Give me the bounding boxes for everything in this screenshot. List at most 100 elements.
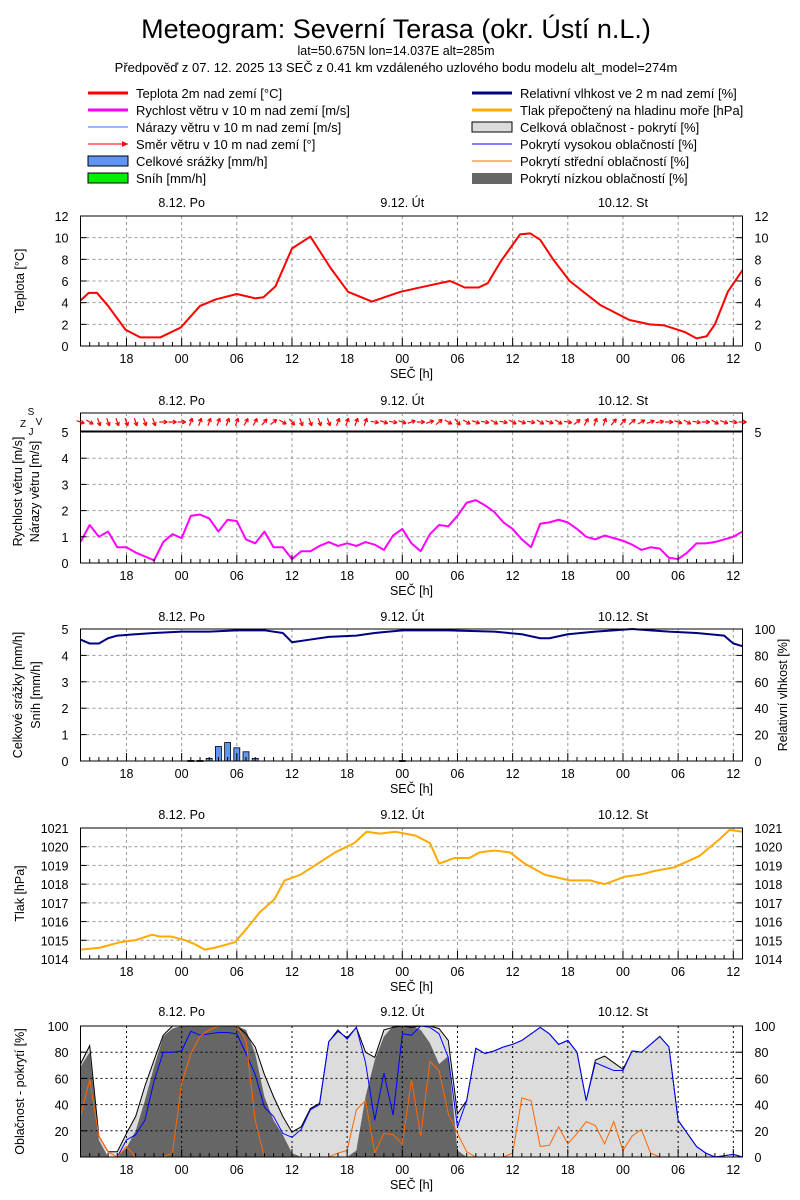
x-tick-label: 12 <box>285 352 299 366</box>
wind-direction-arrow-icon <box>225 418 230 426</box>
wind-direction-arrow-icon <box>363 418 368 426</box>
x-tick-label: 06 <box>230 965 244 979</box>
grid <box>80 1026 743 1157</box>
arrow-head-icon <box>244 418 249 423</box>
wind-direction-arrow-icon <box>610 418 617 426</box>
arrow-head-icon <box>207 417 212 423</box>
y-tick-label: 3 <box>62 676 69 690</box>
wind-direction-arrow-icon <box>288 418 296 426</box>
arrow-head-icon <box>172 419 177 425</box>
x-tick-label: 00 <box>395 352 409 366</box>
day-label: 9.12. Út <box>380 807 424 822</box>
x-tick-label: 12 <box>726 352 740 366</box>
time-ticks: 18 00 06 12 18 00 06 12 18 00 06 12 <box>80 555 743 583</box>
wind-direction-arrow-icon <box>573 418 581 426</box>
x-tick-label: 18 <box>340 352 354 366</box>
legend-item-pokryti-vysokou-oblacnosti: Pokrytí vysokou oblačností [%] <box>472 137 697 152</box>
arrow-head-icon <box>567 419 573 425</box>
x-tick-label: 18 <box>120 965 134 979</box>
grid <box>80 216 743 346</box>
y-tick-label: 1016 <box>41 916 69 930</box>
x-tick-label: 12 <box>506 569 520 583</box>
arrow-head-icon <box>326 421 332 427</box>
wind-direction-arrow-icon <box>336 418 340 426</box>
arrow-head-icon <box>263 418 268 423</box>
y-ticks: 0 1 2 3 4 5 0 20 40 60 80 100 <box>62 623 776 769</box>
y-axis-label: Rychlost větru [m/s] <box>11 437 25 547</box>
arrow-head-icon <box>308 421 313 427</box>
legend-label: Směr větru v 10 m nad zemí [°] <box>136 137 315 152</box>
y-tick-label: 12 <box>55 210 69 224</box>
x-tick-label: 06 <box>451 767 465 781</box>
x-tick-label: 12 <box>506 352 520 366</box>
wind-direction-arrow-icon <box>711 419 719 425</box>
day-label: 10.12. St <box>598 394 649 408</box>
y-axis-label-secondary: Nárazy větru [m/s] <box>28 441 42 542</box>
y-tick-label: 0 <box>62 340 69 354</box>
compass-rose-icon: SJZ V <box>20 407 43 438</box>
x-tick-label: 00 <box>175 569 189 583</box>
y-tick-label: 1020 <box>41 841 69 855</box>
x-tick-label: 18 <box>561 569 575 583</box>
y-tick-label: 2 <box>62 702 69 716</box>
x-tick-label: 06 <box>230 352 244 366</box>
y-tick-label: 1017 <box>41 897 69 911</box>
y-tick-label-right: 1015 <box>755 934 783 948</box>
x-tick-label: 18 <box>561 767 575 781</box>
arrow-head-icon <box>456 421 461 426</box>
x-tick-label: 00 <box>175 352 189 366</box>
arrow-head-icon <box>383 419 389 425</box>
x-tick-label: 00 <box>175 767 189 781</box>
x-tick-label: 06 <box>451 352 465 366</box>
wind-direction-arrow-icon <box>133 418 138 426</box>
x-axis-label: SEČ [h] <box>390 583 433 598</box>
wind-direction-arrow-icon <box>76 420 85 424</box>
legend-label: Pokrytí vysokou oblačností [%] <box>520 137 697 152</box>
wind-direction-arrow-icon <box>270 418 278 426</box>
x-tick-label: 18 <box>561 1163 575 1177</box>
arrow-head-icon <box>612 418 617 423</box>
legend-item-teplota-2m-nad-zemi-c: Teplota 2m nad zemí [°C] <box>88 86 282 101</box>
day-label: 8.12. Po <box>158 808 205 822</box>
wind-direction-arrow-icon <box>481 420 490 424</box>
arrow-head-icon <box>234 417 240 423</box>
y-axis-label-secondary: Sníh [mm/h] <box>29 661 43 728</box>
wind-direction-arrow-icon <box>517 420 526 424</box>
legend-label: Celková oblačnost - pokrytí [%] <box>520 120 699 135</box>
wind-direction-arrow-icon <box>398 420 407 424</box>
line-teplota-2m-nad-zemi-c <box>79 232 744 340</box>
x-tick-label: 12 <box>726 965 740 979</box>
y-tick-label-right: 1021 <box>755 822 783 836</box>
panel-tlak-hpa: 18 00 06 12 18 00 06 12 18 00 06 12 SEČ [h] 8.12. Po 9… <box>13 807 782 994</box>
legend-item-rychlost-vetru-v-10-m-nad-zemi-m-s: Rychlost větru v 10 m nad zemí [m/s] <box>88 103 350 118</box>
location-info: lat=50.675N lon=14.037E alt=285m <box>297 44 494 58</box>
arrow-head-icon <box>253 418 258 423</box>
legend-label: Sníh [mm/h] <box>136 171 206 186</box>
x-axis-label: SEČ [h] <box>390 979 433 994</box>
y-tick-label-right: 80 <box>755 1046 769 1060</box>
wind-direction-arrow-icon <box>545 420 554 424</box>
grid <box>80 828 743 959</box>
wind-direction-arrow-icon <box>252 418 258 426</box>
line-relativni-vlhkost-ve-2-m-nad-zemi <box>80 628 743 648</box>
y-tick-label: 1018 <box>41 878 69 892</box>
y-tick-label: 1 <box>62 729 69 743</box>
day-label: 10.12. St <box>598 808 649 822</box>
legend-label: Celkové srážky [mm/h] <box>136 154 267 169</box>
arrow-head-icon <box>96 421 102 427</box>
wind-direction-arrow-icon <box>720 420 729 424</box>
arrow-head-icon <box>659 419 665 425</box>
legend-item-tlak-prepocteny-na-hladinu-more-hpa: Tlak přepočtený na hladinu moře [hPa] <box>472 103 743 118</box>
y2-tick-label: 20 <box>755 729 769 743</box>
arrow-head-icon <box>163 419 168 425</box>
y-tick-label-right: 1020 <box>755 841 783 855</box>
wind-direction-arrow-icon <box>96 418 101 426</box>
wind-direction-arrow-icon <box>554 419 563 425</box>
wind-direction-arrow-icon <box>308 418 313 426</box>
arrow-head-icon <box>124 421 130 427</box>
legend-item-relativni-vlhkost-ve-2-m-nad-zemi: Relativní vlhkost ve 2 m nad zemí [%] <box>472 86 737 101</box>
arrow-head-icon <box>593 417 598 423</box>
wind-direction-arrow-icon <box>198 418 202 426</box>
